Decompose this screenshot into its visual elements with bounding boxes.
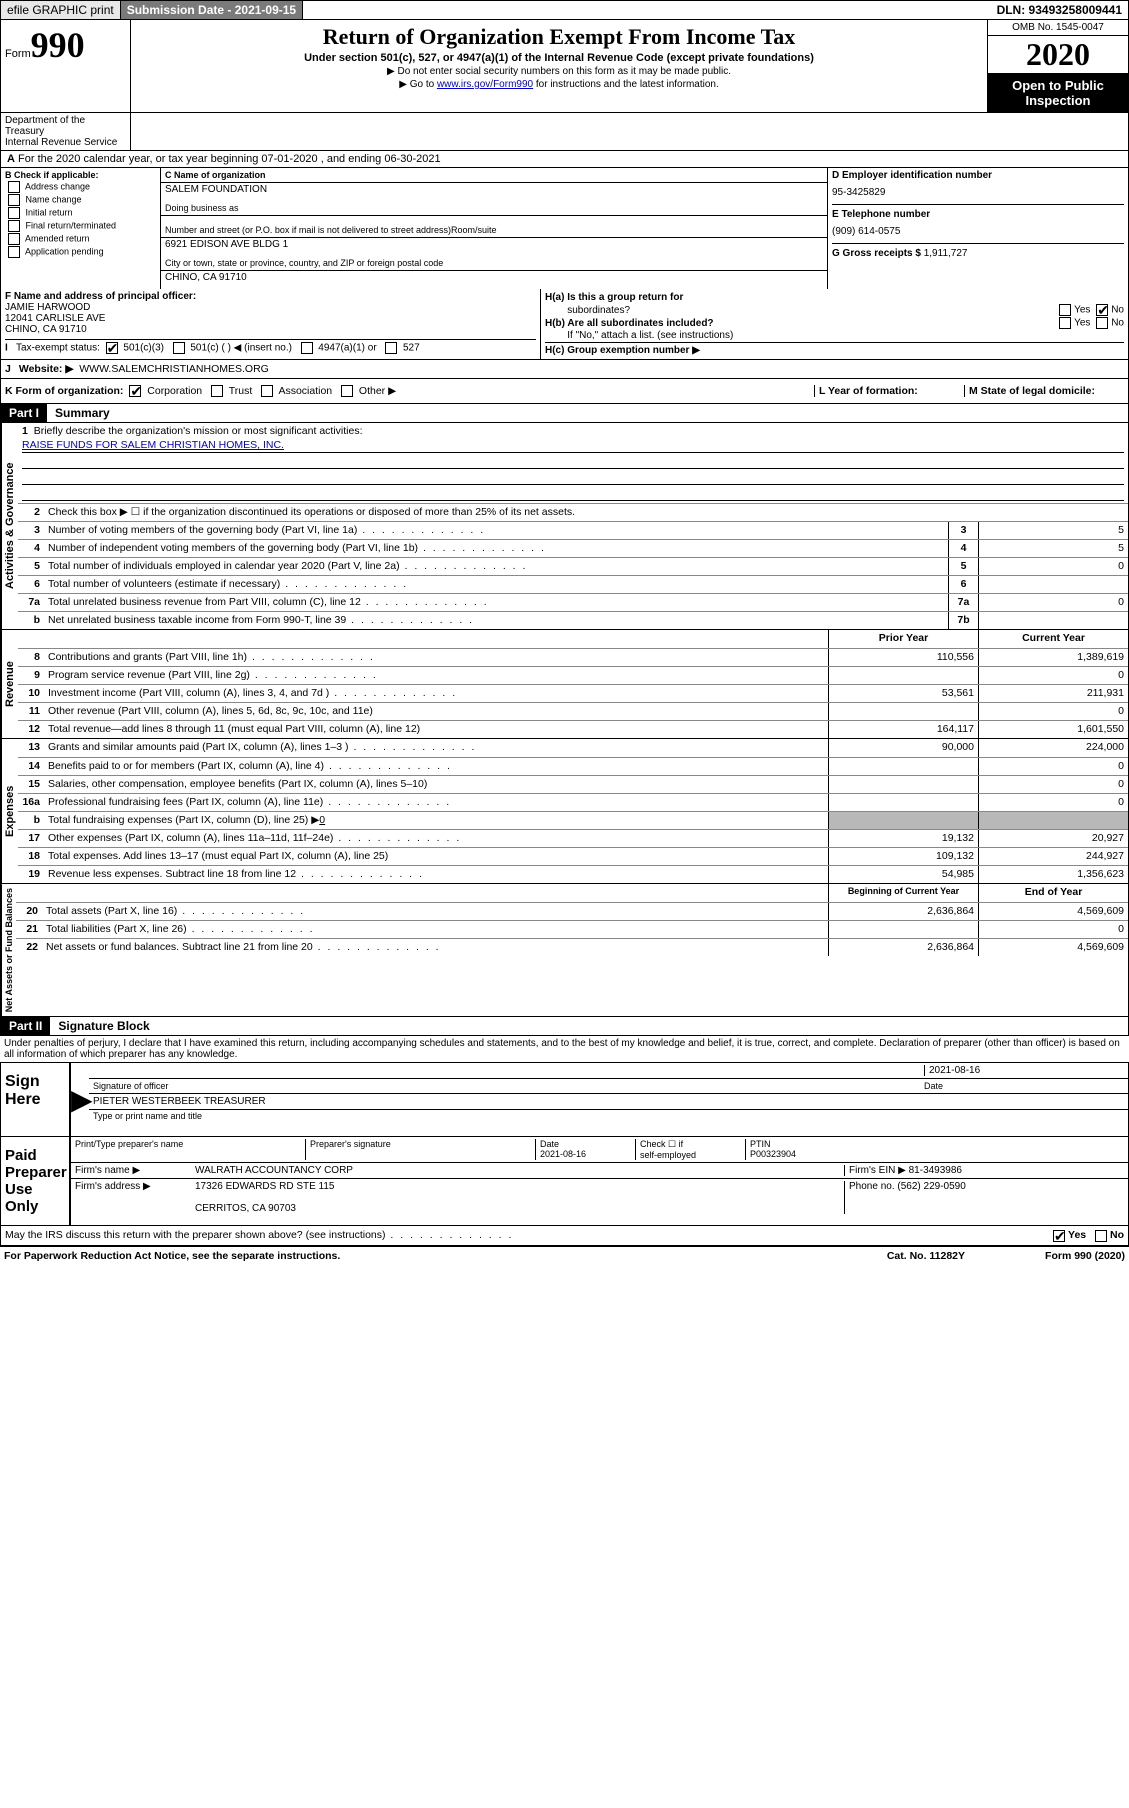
paid-preparer-label: Paid Preparer Use Only (1, 1137, 71, 1225)
part2-title: Signature Block (50, 1017, 157, 1035)
box-h: H(a) Is this a group return for subordin… (541, 289, 1128, 359)
vert-net-assets: Net Assets or Fund Balances (1, 884, 16, 1016)
chk-final-return[interactable]: Final return/terminated (5, 220, 156, 232)
omb-number: OMB No. 1545-0047 (988, 20, 1128, 36)
chk-trust[interactable] (211, 385, 223, 397)
line7b-val (978, 612, 1128, 629)
box-l: L Year of formation: (814, 385, 964, 397)
dept-treasury: Department of the TreasuryInternal Reven… (1, 113, 131, 150)
part2-header: Part II (1, 1017, 50, 1035)
box-b: B Check if applicable: Address change Na… (1, 168, 161, 289)
ha-no[interactable] (1096, 304, 1108, 316)
chk-app-pending[interactable]: Application pending (5, 246, 156, 258)
box-k: K Form of organization: Corporation Trus… (5, 385, 814, 397)
part1-header: Part I (1, 404, 47, 422)
tax-year: 2020 (988, 36, 1128, 74)
firm-phone: (562) 229-0590 (897, 1181, 965, 1192)
vert-expenses: Expenses (1, 739, 18, 883)
gross-receipts: 1,911,727 (924, 248, 968, 259)
chk-corp[interactable] (129, 385, 141, 397)
chk-501c[interactable] (173, 342, 185, 354)
efile-label[interactable]: efile GRAPHIC print (1, 1, 121, 19)
main-title: Return of Organization Exempt From Incom… (141, 24, 977, 50)
firm-name: WALRATH ACCOUNTANCY CORP (195, 1165, 844, 1176)
subtitle: Under section 501(c), 527, or 4947(a)(1)… (141, 52, 977, 64)
instr-goto: ▶ Go to www.irs.gov/Form990 for instruct… (141, 79, 977, 90)
phone-label: E Telephone number (832, 209, 930, 220)
box-c: C Name of organization SALEM FOUNDATION … (161, 168, 828, 289)
ein-label: D Employer identification number (832, 170, 1124, 181)
vert-activities: Activities & Governance (1, 423, 18, 629)
discuss-yes[interactable] (1053, 1230, 1065, 1242)
officer-print-name: PIETER WESTERBEEK TREASURER (89, 1094, 1128, 1110)
hb-yes[interactable] (1059, 317, 1071, 329)
ptin: P00323904 (750, 1149, 796, 1159)
chk-assoc[interactable] (261, 385, 273, 397)
pra-notice: For Paperwork Reduction Act Notice, see … (4, 1250, 340, 1262)
instr-ssn: ▶ Do not enter social security numbers o… (141, 66, 977, 77)
penalty-text: Under penalties of perjury, I declare th… (0, 1036, 1129, 1062)
chk-initial-return[interactable]: Initial return (5, 207, 156, 219)
form-label: Form (5, 48, 31, 60)
form-footer: Form 990 (2020) (1045, 1250, 1125, 1262)
hb-no[interactable] (1096, 317, 1108, 329)
top-bar: efile GRAPHIC print Submission Date - 20… (0, 0, 1129, 20)
line3-val: 5 (978, 522, 1128, 539)
street-address: 6921 EDISON AVE BLDG 1 (161, 238, 827, 256)
box-m: M State of legal domicile: (964, 385, 1124, 397)
ein-value: 95-3425829 (832, 181, 1124, 204)
mission-text[interactable]: RAISE FUNDS FOR SALEM CHRISTIAN HOMES, I… (22, 439, 284, 451)
line6-val (978, 576, 1128, 593)
org-name: SALEM FOUNDATION (161, 183, 827, 201)
ha-yes[interactable] (1059, 304, 1071, 316)
dln: DLN: 93493258009441 (991, 1, 1128, 19)
officer-name: JAMIE HARWOOD (5, 302, 90, 313)
box-f: F Name and address of principal officer:… (1, 289, 541, 359)
line4-val: 5 (978, 540, 1128, 557)
chk-name-change[interactable]: Name change (5, 194, 156, 206)
chk-527[interactable] (385, 342, 397, 354)
phone-value: (909) 614-0575 (832, 220, 1124, 243)
form-header: Form990 Return of Organization Exempt Fr… (0, 20, 1129, 113)
city-state-zip: CHINO, CA 91710 (161, 271, 827, 289)
line-a: A For the 2020 calendar year, or tax yea… (0, 151, 1129, 168)
firm-address: 17326 EDWARDS RD STE 115CERRITOS, CA 907… (195, 1181, 844, 1214)
line5-val: 0 (978, 558, 1128, 575)
line7a-val: 0 (978, 594, 1128, 611)
website-value: WWW.SALEMCHRISTIANHOMES.ORG (79, 363, 269, 375)
chk-501c3[interactable] (106, 342, 118, 354)
firm-ein: 81-3493986 (909, 1165, 962, 1176)
open-public: Open to Public Inspection (988, 74, 1128, 112)
submission-date[interactable]: Submission Date - 2021-09-15 (121, 1, 303, 19)
sign-here-label: Sign Here (1, 1063, 71, 1136)
irs-link[interactable]: www.irs.gov/Form990 (437, 79, 533, 90)
part1-title: Summary (47, 404, 118, 422)
cat-no: Cat. No. 11282Y (887, 1250, 965, 1262)
form-number: 990 (31, 25, 85, 65)
chk-amended[interactable]: Amended return (5, 233, 156, 245)
discuss-no[interactable] (1095, 1230, 1107, 1242)
vert-revenue: Revenue (1, 630, 18, 738)
chk-other[interactable] (341, 385, 353, 397)
chk-4947[interactable] (301, 342, 313, 354)
chk-address-change[interactable]: Address change (5, 181, 156, 193)
